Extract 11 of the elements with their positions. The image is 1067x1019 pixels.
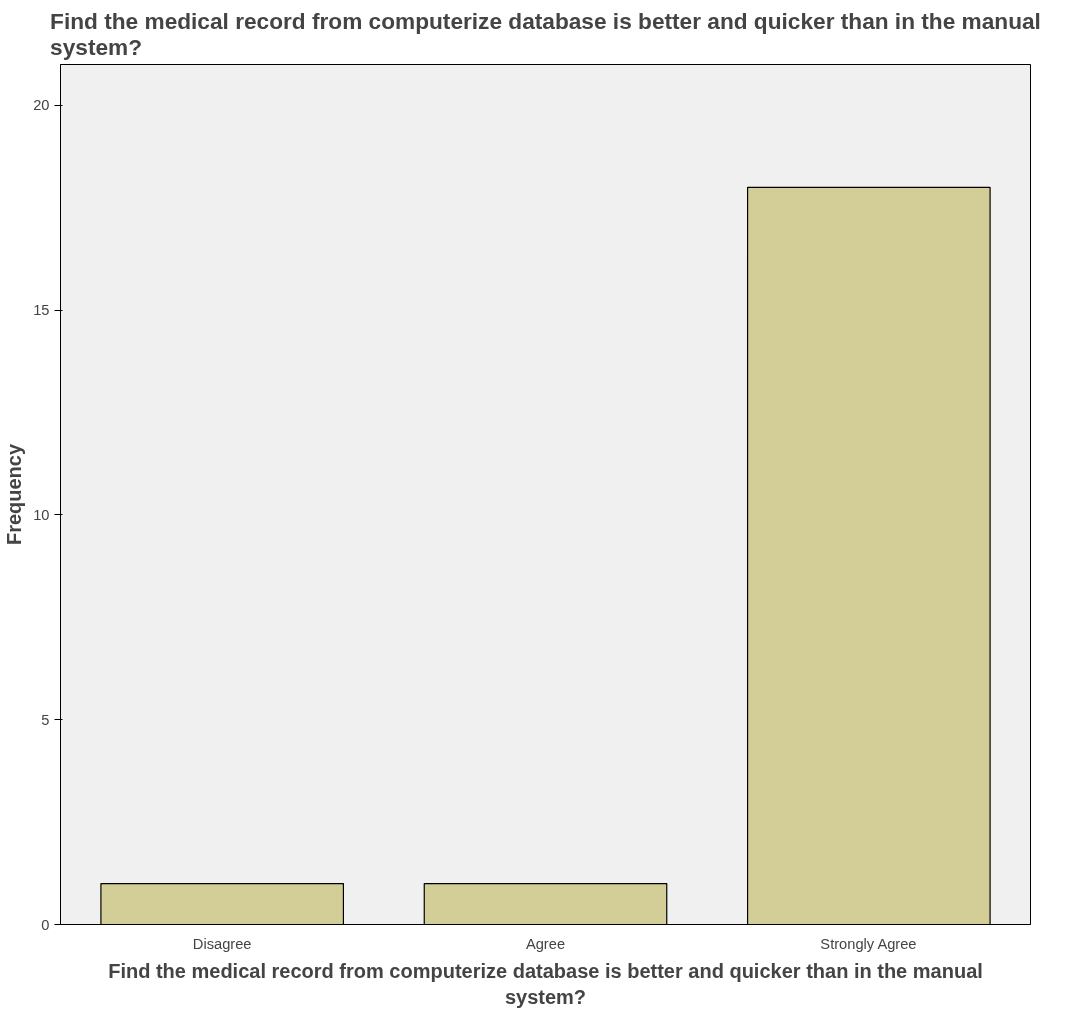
y-tick-label: 5 [41, 711, 50, 728]
y-tick-label: 10 [33, 506, 50, 523]
x-axis-title: Find the medical record from computerize database is better and quicker than in the manual system? [108, 959, 983, 1008]
chart-title: Find the medical record from computerize database is better and quicker than in the manual system? [50, 7, 1041, 60]
x-tick-label: Agree [525, 935, 566, 952]
x-tick-label: Disagree [192, 935, 252, 952]
y-axis-title: Frequency [3, 443, 26, 546]
y-tick-label: 15 [33, 302, 50, 319]
y-tick-label: 20 [33, 97, 50, 114]
y-tick-label: 0 [41, 916, 50, 933]
x-tick-label: Strongly Agree [820, 935, 917, 952]
